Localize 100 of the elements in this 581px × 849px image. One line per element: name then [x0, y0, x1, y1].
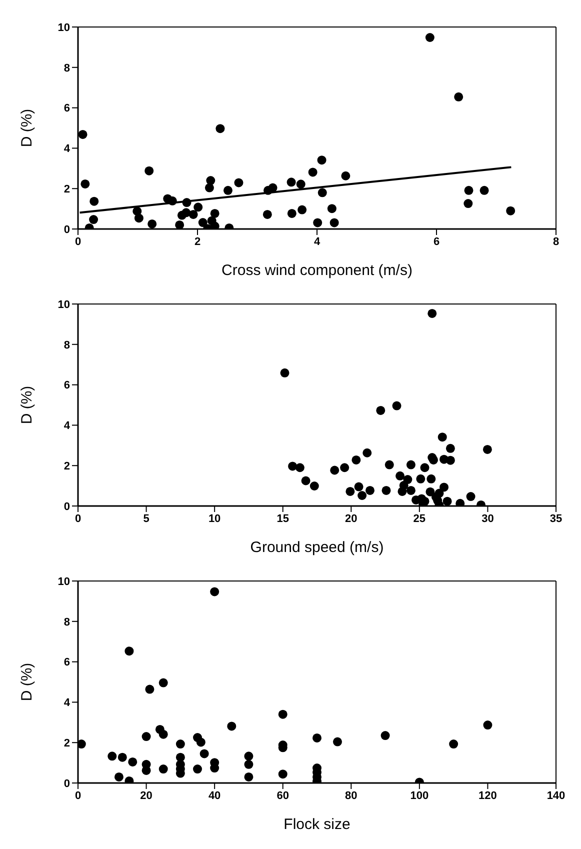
point [158, 678, 168, 688]
point [124, 646, 134, 656]
point [392, 401, 402, 410]
point [287, 208, 296, 218]
point [464, 199, 473, 208]
x-tick-label: 40 [208, 790, 221, 802]
point [308, 168, 318, 177]
point [210, 587, 220, 596]
y-tick-label: 4 [64, 697, 71, 710]
point [440, 482, 449, 492]
point [396, 471, 405, 480]
x-tick-label: 15 [276, 512, 289, 525]
y-tick-label: 6 [64, 102, 70, 115]
point [318, 188, 327, 198]
point [354, 482, 364, 492]
x-tick-label: 2 [194, 236, 201, 248]
point [223, 186, 232, 195]
x-tick-label: 8 [552, 236, 560, 248]
point [425, 33, 434, 42]
y-tick-label: 0 [64, 778, 70, 790]
point [406, 486, 416, 495]
y-tick-label: 8 [64, 339, 70, 352]
point [108, 752, 117, 761]
point [80, 179, 90, 188]
y-tick-label: 8 [64, 62, 70, 74]
x-axis-title: Ground speed (m/s) [250, 539, 384, 556]
point [426, 474, 436, 484]
point [175, 220, 184, 229]
y-tick-label: 2 [64, 460, 70, 473]
point [456, 498, 465, 506]
point [78, 740, 86, 749]
y-tick-label: 6 [64, 380, 70, 392]
point [406, 460, 416, 470]
point [210, 222, 220, 229]
x-tick-label: 120 [478, 790, 497, 802]
x-tick-label: 20 [345, 512, 358, 525]
point [376, 406, 386, 415]
point [296, 180, 306, 189]
point [384, 460, 394, 470]
point [449, 740, 458, 749]
point [365, 486, 374, 495]
point [200, 749, 209, 758]
point [420, 463, 430, 472]
y-axis-title: D (%) [18, 386, 36, 424]
point [398, 486, 407, 496]
point [78, 130, 88, 139]
point [198, 218, 208, 228]
point [114, 772, 124, 782]
point [301, 476, 310, 486]
point [330, 466, 340, 475]
x-tick-label: 10 [208, 512, 221, 525]
y-axis-title: D (%) [18, 108, 36, 148]
point [298, 205, 307, 214]
y-tick-label: 2 [64, 184, 70, 196]
point [346, 486, 355, 496]
point [196, 738, 206, 747]
point [466, 492, 476, 502]
point [352, 455, 361, 464]
point [382, 486, 391, 495]
point [158, 730, 168, 739]
point [268, 183, 278, 192]
point [280, 368, 290, 378]
point [428, 308, 437, 318]
point [210, 208, 220, 218]
point [317, 156, 326, 165]
point [182, 198, 192, 208]
point [480, 186, 489, 195]
x-tick-label: 0 [74, 236, 82, 248]
y-tick-label: 8 [64, 616, 70, 628]
y-tick-label: 4 [64, 143, 71, 156]
point [262, 210, 272, 219]
x-tick-label: 100 [410, 790, 429, 802]
point [446, 444, 455, 453]
point [204, 183, 214, 192]
point [312, 733, 322, 742]
point [426, 487, 435, 496]
y-tick-label: 6 [64, 656, 70, 669]
point [144, 166, 154, 176]
y-tick-label: 10 [58, 22, 70, 34]
x-tick-label: 0 [74, 790, 82, 802]
point [90, 196, 99, 206]
point [182, 208, 191, 218]
point [362, 448, 372, 458]
y-tick-label: 0 [64, 500, 70, 513]
x-tick-label: 6 [433, 236, 440, 248]
x-tick-label: 140 [546, 790, 566, 802]
x-tick-label: 5 [143, 512, 150, 525]
point [194, 202, 203, 212]
y-axis-title: D (%) [18, 662, 36, 702]
point [244, 772, 254, 782]
point [244, 760, 254, 769]
point [158, 764, 168, 774]
point [454, 92, 464, 102]
point [118, 752, 127, 762]
point [340, 463, 350, 472]
point [482, 444, 492, 454]
x-tick-label: 30 [482, 512, 494, 525]
point [128, 757, 138, 766]
point [145, 684, 154, 694]
point [483, 720, 492, 730]
